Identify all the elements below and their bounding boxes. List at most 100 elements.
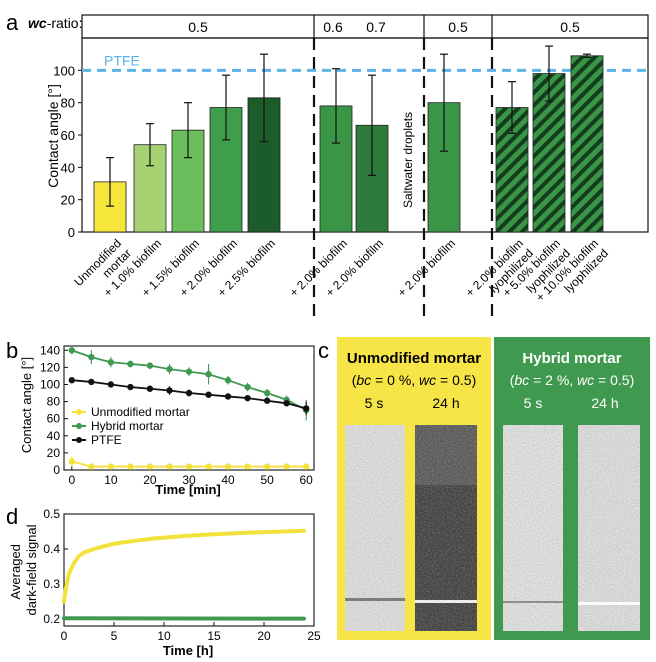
chart-d-ylabel-line1: Averaged: [8, 544, 23, 599]
chart-a-categories: Unmodifiedmortar+ 1.0% biofilm+ 1.5% bio…: [71, 236, 611, 304]
series-point: [302, 405, 310, 412]
series-point: [88, 353, 95, 361]
series-point: [146, 362, 154, 369]
series-point: [263, 463, 271, 470]
chart-d-ytick-label: 0.5: [43, 507, 60, 521]
legend-marker: [76, 437, 82, 443]
chart-b-xtick-label: 40: [221, 473, 235, 487]
series-point: [185, 463, 193, 470]
chart-a-bars: Saltwater droplets: [93, 45, 604, 233]
series-point: [185, 368, 193, 375]
chart-a: wc-ratio: 0.5 0.6 0.7 0.5 0.5 0 20 40 60 80 100 PT…: [28, 14, 649, 318]
chart-b-ytick-label: 20: [47, 446, 61, 460]
series-point: [224, 393, 232, 400]
series-point: [283, 463, 290, 470]
series-point: [205, 391, 212, 398]
panel-label-a: a: [6, 10, 19, 35]
image-unmodified-5s: [345, 425, 405, 631]
chart-a-ytick-label: 100: [53, 63, 75, 78]
series-point: [244, 463, 251, 470]
chart-b-xtick-label: 50: [260, 473, 274, 487]
chart-d-frame: [63, 513, 315, 627]
chart-b-ylabel: Contact angle [°]: [19, 357, 34, 453]
series-point: [146, 385, 154, 392]
category-label: + 2.0% biofilm: [395, 236, 458, 299]
panel-label-d: d: [6, 504, 18, 529]
chart-d-xtick-label: 0: [61, 629, 68, 643]
series-point: [127, 383, 134, 391]
series-point: [127, 360, 134, 368]
wc-value: 0.5: [560, 19, 580, 35]
series-point: [166, 387, 173, 394]
wc-value: 0.6: [323, 19, 343, 35]
chart-d: 0 5 10 15 20 25 0.2 0.3 0.4 0.5 Time [h] Averaged…: [8, 507, 321, 658]
chart-b-ytick-label: 100: [40, 377, 60, 391]
image-unmodified-24h: [415, 425, 477, 631]
chart-d-xtick-label: 5: [111, 629, 118, 643]
chart-a-ytick-label: 60: [61, 128, 75, 143]
wc-value: 0.7: [366, 19, 386, 35]
panel-c: Unmodified mortar (bc = 0 %, wc = 0.5) 5…: [337, 337, 650, 640]
chart-a-ytick-label: 80: [61, 96, 75, 111]
chart-b-ytick-label: 60: [47, 412, 61, 426]
chart-d-xtick-label: 25: [307, 629, 321, 643]
series-point: [88, 378, 95, 386]
wc-ratio-label: wc-ratio:: [28, 15, 82, 31]
series-point: [283, 400, 290, 407]
series-point: [185, 389, 193, 397]
series-point: [166, 463, 173, 470]
chart-b-ytick-label: 40: [47, 429, 61, 443]
series-line: [62, 528, 306, 604]
chart-b-xtick-label: 60: [300, 473, 314, 487]
chart-b-xlabel: Time [min]: [155, 482, 221, 497]
hybrid-time-24h: 24 h: [591, 395, 618, 411]
series-point: [166, 365, 173, 373]
chart-d-xtick-label: 20: [257, 629, 271, 643]
chart-b-xtick-label: 10: [104, 473, 118, 487]
ptfe-reference-label: PTFE: [104, 52, 140, 68]
wc-value: 0.5: [188, 19, 208, 35]
series-point: [146, 463, 154, 470]
bar: [133, 144, 167, 233]
chart-b-ytick-label: 80: [47, 395, 61, 409]
chart-d-xlabel: Time [h]: [163, 643, 213, 658]
chart-b-xtick-label: 30: [182, 473, 196, 487]
bar: [495, 107, 529, 233]
unmodified-time-5s: 5 s: [365, 395, 384, 411]
legend-marker: [76, 409, 82, 415]
chart-d-xtick-label: 10: [157, 629, 171, 643]
series-point: [244, 394, 251, 402]
unmodified-params: (bc = 0 %, wc = 0.5): [352, 372, 477, 388]
bar: [570, 55, 604, 233]
series-point: [263, 397, 271, 404]
chart-b-xtick-label: 20: [143, 473, 157, 487]
chart-a-ytick-label: 20: [61, 193, 75, 208]
chart-d-ytick-label: 0.4: [43, 542, 60, 556]
chart-d-ytick-label: 0.3: [43, 577, 60, 591]
hybrid-title: Hybrid mortar: [522, 350, 621, 367]
hybrid-params: (bc = 2 %, wc = 0.5): [510, 372, 635, 388]
series-point: [68, 458, 76, 465]
chart-d-ylabel-line2: dark-field signal: [24, 524, 39, 615]
chart-b-xtick-label: 0: [68, 473, 75, 487]
chart-b-ytick-label: 120: [40, 360, 60, 374]
series-point: [107, 359, 115, 366]
series-point: [263, 389, 271, 397]
series-point: [224, 463, 232, 470]
series-point: [302, 463, 310, 470]
panel-label-b: b: [6, 338, 18, 363]
series-point: [127, 463, 134, 470]
series-point: [224, 377, 232, 384]
series-point: [205, 371, 212, 378]
series-point: [244, 383, 251, 391]
wc-value: 0.5: [448, 19, 468, 35]
series-point: [107, 381, 115, 388]
image-hybrid-24h: [578, 425, 640, 631]
chart-b-ytick-label: 140: [40, 343, 60, 357]
hybrid-time-5s: 5 s: [524, 395, 543, 411]
series-point: [107, 463, 115, 470]
chart-a-ytick-label: 0: [68, 225, 75, 240]
legend-marker: [76, 423, 82, 429]
wc-ratio-header: 0.5 0.6 0.7 0.5 0.5: [81, 14, 649, 39]
